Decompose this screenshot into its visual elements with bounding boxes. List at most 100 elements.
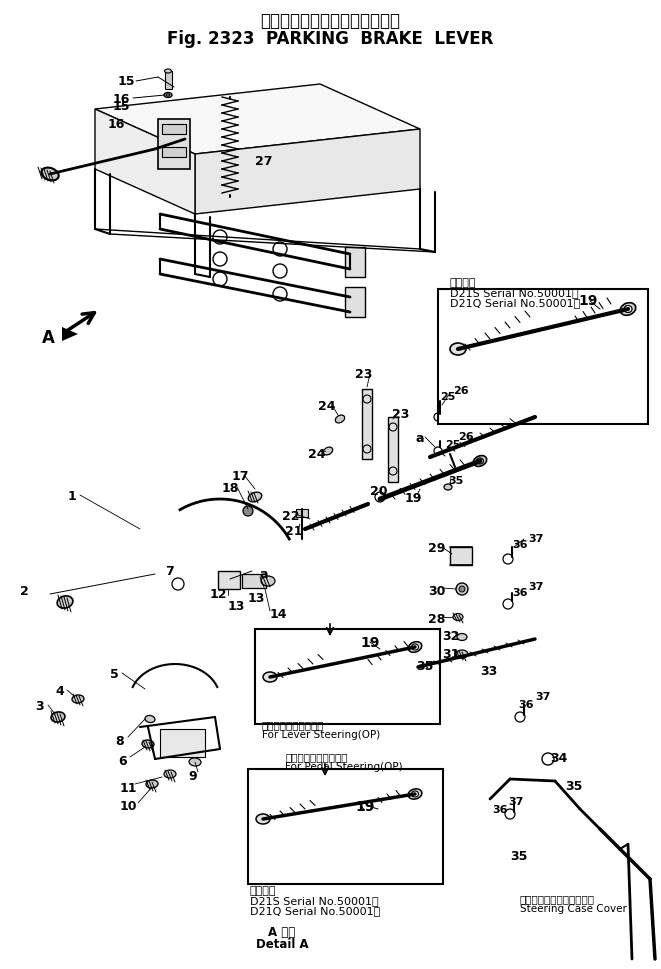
Text: 37: 37 <box>528 581 543 591</box>
Ellipse shape <box>412 644 418 650</box>
Text: D21Q Serial No.50001～: D21Q Serial No.50001～ <box>250 905 380 915</box>
Bar <box>242 575 266 588</box>
Text: 36: 36 <box>512 587 527 597</box>
Ellipse shape <box>456 650 468 658</box>
Bar <box>345 288 365 318</box>
Text: 24: 24 <box>318 399 336 413</box>
Ellipse shape <box>249 492 262 502</box>
Text: 22: 22 <box>282 510 299 522</box>
Circle shape <box>503 554 513 564</box>
Text: 19: 19 <box>405 491 422 505</box>
Ellipse shape <box>450 344 466 356</box>
Ellipse shape <box>166 95 170 97</box>
Ellipse shape <box>528 412 542 422</box>
Polygon shape <box>62 328 78 342</box>
Text: 3: 3 <box>35 700 44 712</box>
Text: a: a <box>415 431 424 445</box>
Ellipse shape <box>146 780 158 788</box>
Ellipse shape <box>620 303 636 316</box>
Text: 26: 26 <box>453 386 469 395</box>
Ellipse shape <box>477 458 483 464</box>
Text: 10: 10 <box>120 799 137 812</box>
Text: 15: 15 <box>113 100 130 112</box>
Text: 29: 29 <box>428 542 446 554</box>
Bar <box>296 510 308 517</box>
Text: 1: 1 <box>68 489 77 503</box>
Text: A 詳細: A 詳細 <box>268 925 295 938</box>
Text: 37: 37 <box>508 797 524 806</box>
Bar <box>255 629 440 724</box>
Text: 24: 24 <box>308 448 325 460</box>
Bar <box>165 72 172 90</box>
Bar <box>345 248 365 278</box>
Bar <box>160 730 205 757</box>
Text: 4: 4 <box>55 684 63 698</box>
Text: A: A <box>42 328 55 347</box>
Ellipse shape <box>323 448 332 455</box>
Text: 21: 21 <box>285 524 303 538</box>
Text: 30: 30 <box>428 584 446 597</box>
Text: 6: 6 <box>118 754 127 767</box>
Ellipse shape <box>408 789 422 799</box>
Text: 23: 23 <box>392 408 409 421</box>
Text: 32: 32 <box>442 629 459 642</box>
Bar <box>248 769 443 884</box>
Circle shape <box>172 578 184 590</box>
Ellipse shape <box>164 770 176 778</box>
Ellipse shape <box>335 416 344 423</box>
Text: 35: 35 <box>448 476 463 485</box>
Ellipse shape <box>145 716 155 723</box>
Ellipse shape <box>165 70 171 74</box>
Text: 25: 25 <box>445 440 460 450</box>
Bar <box>450 547 472 566</box>
Circle shape <box>456 583 468 595</box>
Text: 25: 25 <box>440 391 455 401</box>
Text: 31: 31 <box>442 647 459 660</box>
Text: 9: 9 <box>188 769 196 782</box>
Ellipse shape <box>412 791 418 797</box>
Ellipse shape <box>41 169 59 181</box>
Ellipse shape <box>457 634 467 641</box>
Ellipse shape <box>453 614 463 621</box>
Text: 20: 20 <box>370 484 387 497</box>
Text: パーキング　ブレーキ　レバー: パーキング ブレーキ レバー <box>260 12 400 30</box>
Ellipse shape <box>263 672 277 682</box>
Ellipse shape <box>256 814 270 825</box>
Text: For Lever Steering(OP): For Lever Steering(OP) <box>262 730 380 739</box>
Text: a: a <box>260 568 268 580</box>
Text: D21Q Serial No.50001～: D21Q Serial No.50001～ <box>450 297 580 308</box>
Text: 7: 7 <box>165 564 174 578</box>
Text: 18: 18 <box>222 482 239 494</box>
Ellipse shape <box>408 642 422 653</box>
Ellipse shape <box>473 456 486 467</box>
Text: Steering Case Cover: Steering Case Cover <box>520 903 627 913</box>
Circle shape <box>375 492 385 503</box>
Bar <box>388 418 398 483</box>
Text: 36: 36 <box>512 540 527 549</box>
Ellipse shape <box>142 740 154 748</box>
Text: 36: 36 <box>492 804 508 814</box>
Text: 33: 33 <box>480 665 497 677</box>
Bar <box>162 148 186 158</box>
Text: 35: 35 <box>416 659 434 672</box>
Ellipse shape <box>51 712 65 722</box>
Circle shape <box>459 586 465 592</box>
Ellipse shape <box>189 758 201 766</box>
Text: 26: 26 <box>458 431 474 442</box>
Text: For Pedal Steering(OP): For Pedal Steering(OP) <box>285 762 403 771</box>
Text: 11: 11 <box>120 781 137 795</box>
Text: 28: 28 <box>428 612 446 625</box>
Text: 適用号機: 適用号機 <box>250 885 276 895</box>
Text: 16: 16 <box>108 118 126 131</box>
Ellipse shape <box>57 596 73 609</box>
Polygon shape <box>95 85 420 155</box>
Text: 2: 2 <box>20 584 28 597</box>
Text: レバーステアリング用: レバーステアリング用 <box>262 719 325 730</box>
Text: 36: 36 <box>518 700 533 709</box>
Text: 37: 37 <box>535 691 551 702</box>
Text: ステアリングケースカバー: ステアリングケースカバー <box>520 893 595 903</box>
Text: 17: 17 <box>232 470 249 483</box>
Ellipse shape <box>261 577 275 586</box>
Bar <box>218 572 240 589</box>
Circle shape <box>243 507 253 516</box>
